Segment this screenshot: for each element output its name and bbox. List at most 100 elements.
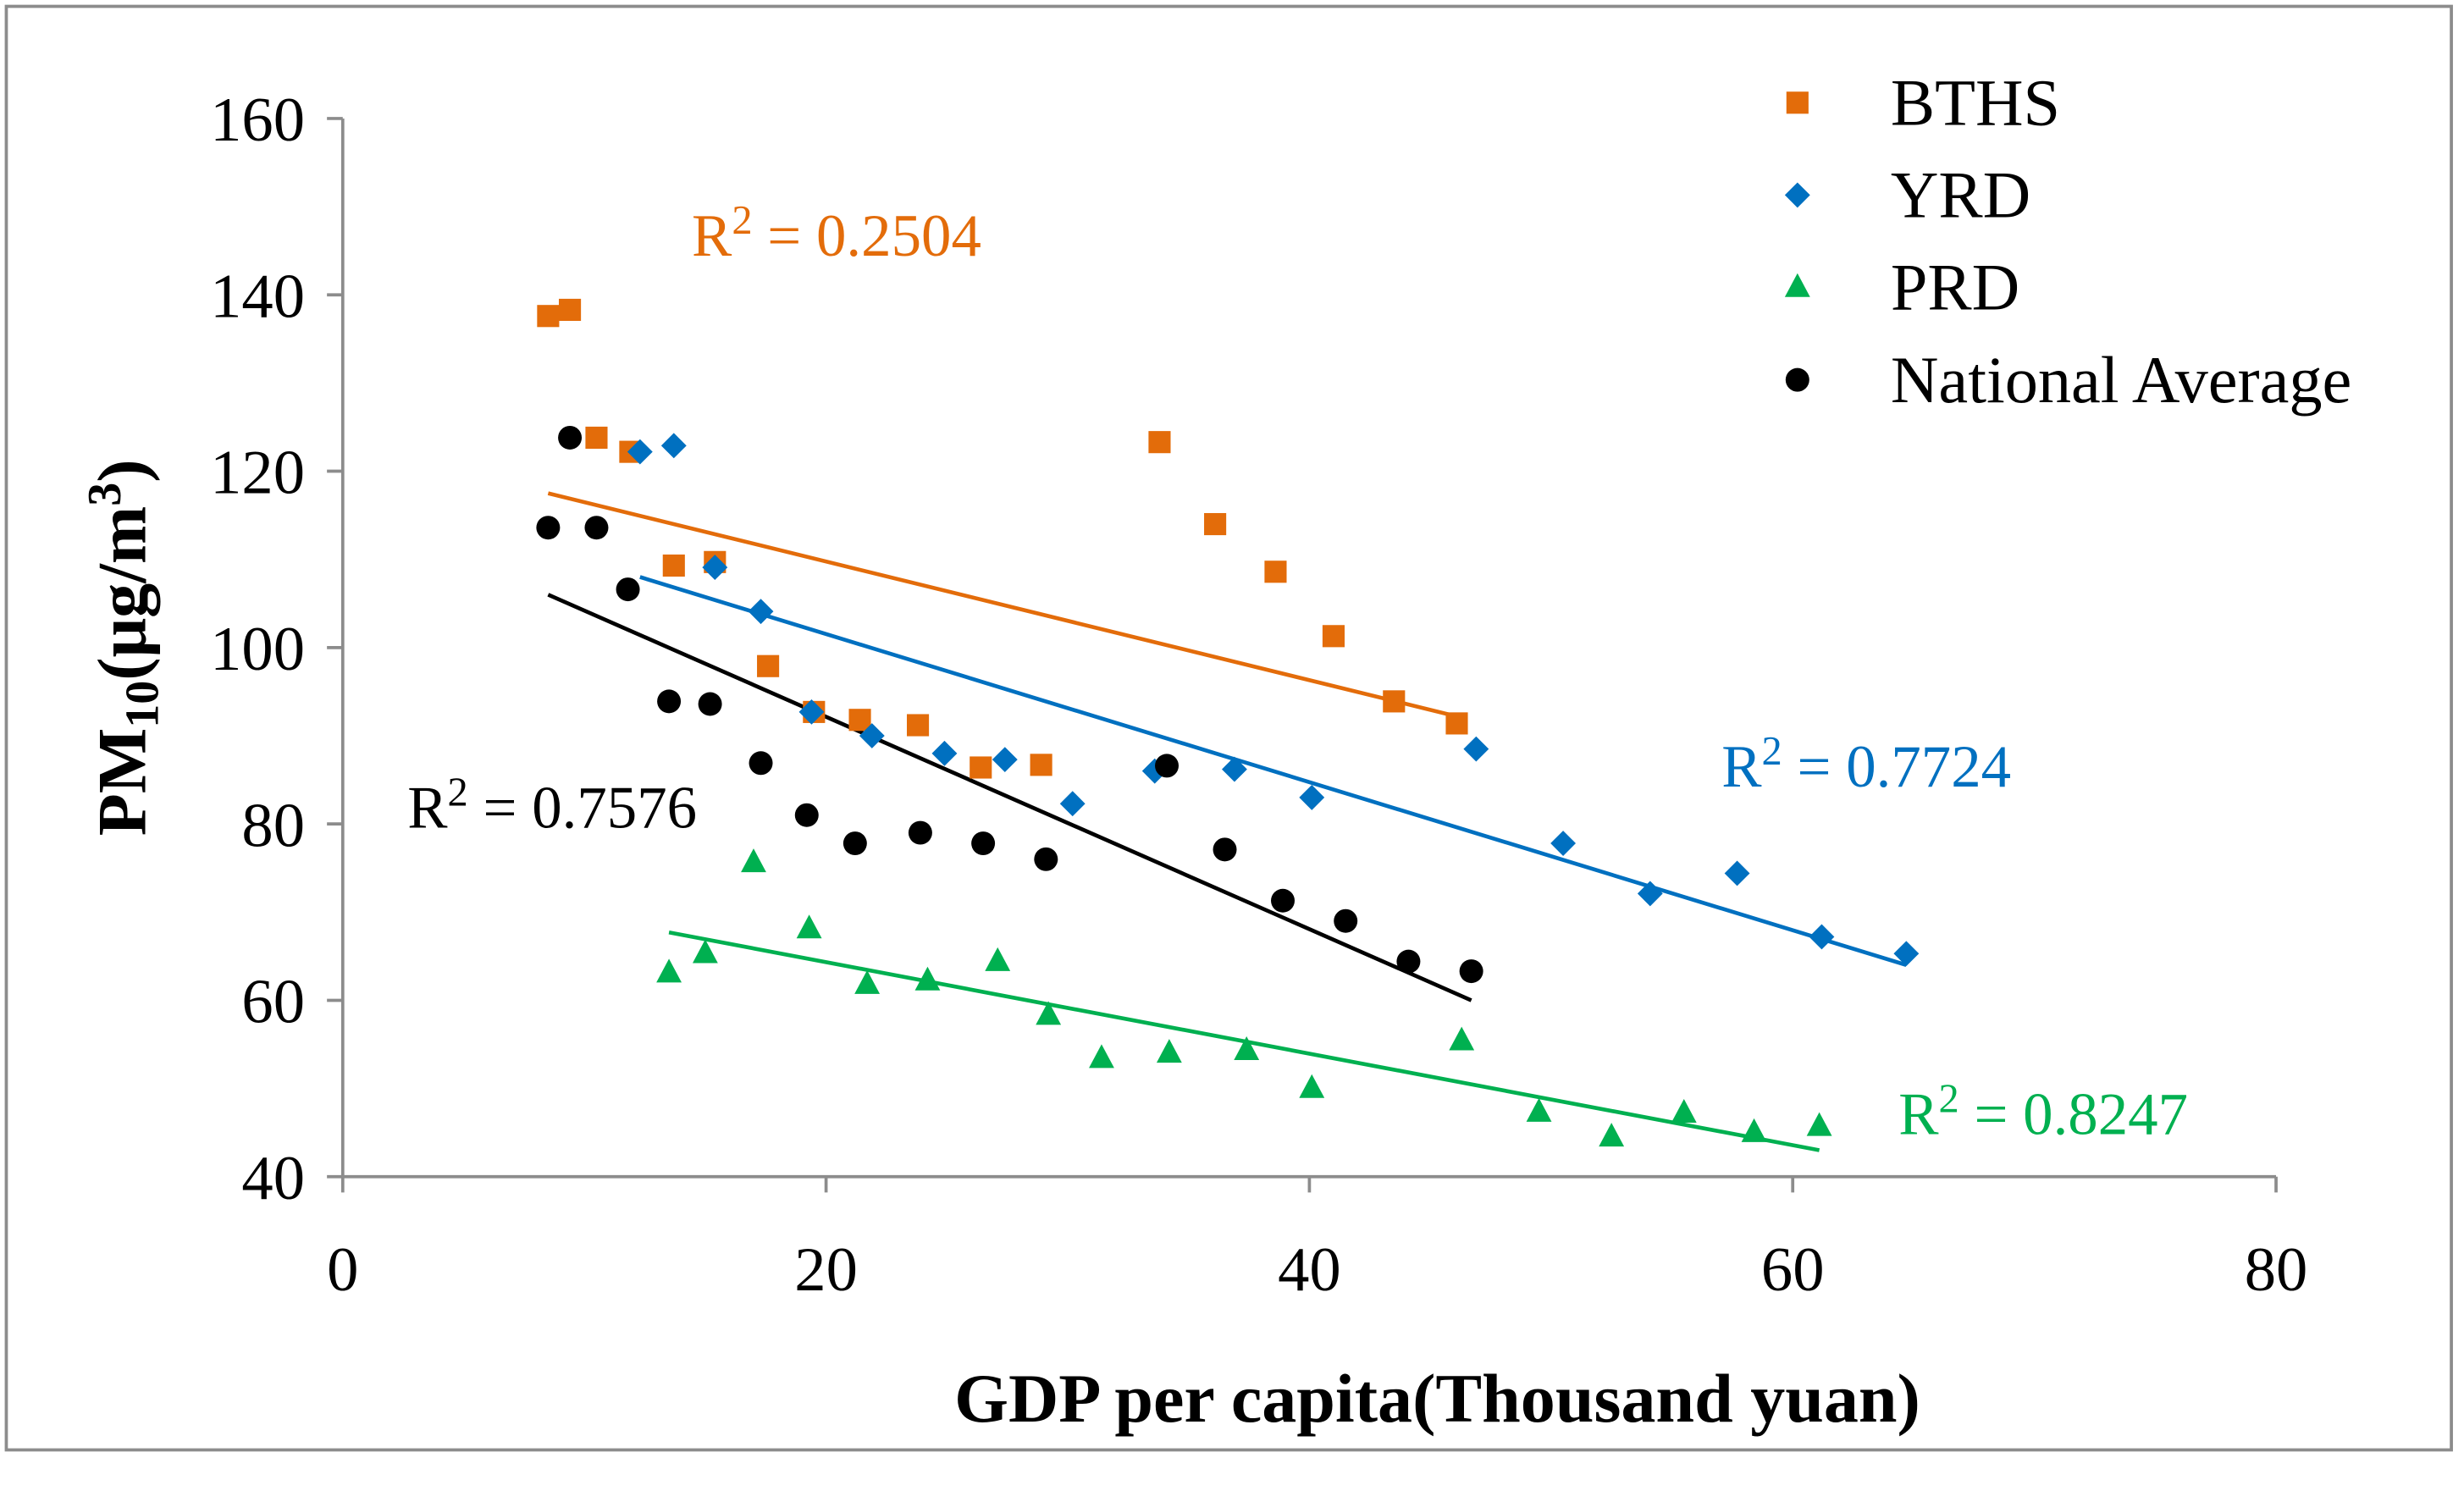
r2-annotations: R2 = 0.2504 R2 = 0.7724 R2 = 0.8247 R2 = 0.… [407, 198, 2188, 1147]
point-yrd [1724, 860, 1750, 886]
point-national-average [558, 425, 583, 450]
trendline-bths [547, 491, 1458, 719]
point-bths [1204, 512, 1227, 536]
point-bths [1148, 431, 1171, 454]
legend: BTHS YRD PRD National Average [1784, 65, 2351, 417]
point-national-average [657, 689, 682, 714]
x-tick-label: 0 [327, 1235, 358, 1305]
point-yrd [1222, 756, 1247, 782]
point-national-average [1396, 949, 1421, 974]
trendline-yrd [639, 575, 1908, 968]
x-tick-label: 80 [2245, 1235, 2308, 1305]
axes: 40 60 80 100 120 140 160 0 20 40 60 80 [210, 86, 2307, 1305]
point-national-average [908, 820, 932, 845]
point-national-average [698, 692, 722, 716]
point-bths [848, 709, 871, 732]
point-prd [692, 939, 718, 964]
point-yrd [1809, 924, 1835, 950]
y-tick-label: 120 [210, 439, 305, 508]
point-yrd [1299, 784, 1325, 810]
point-prd [1449, 1026, 1475, 1051]
point-yrd [660, 433, 687, 459]
point-prd [1156, 1039, 1182, 1063]
data-points [536, 298, 1920, 1147]
point-national-average [1271, 888, 1295, 913]
point-yrd [1463, 736, 1489, 762]
point-yrd [992, 747, 1018, 773]
legend-label-prd: PRD [1891, 251, 2019, 324]
x-tick-label: 60 [1761, 1235, 1825, 1305]
point-prd [1806, 1112, 1832, 1136]
legend-marker-national-average [1785, 367, 1809, 392]
point-bths [970, 756, 992, 779]
point-national-average [794, 803, 819, 827]
r2-label-bths: R2 = 0.2504 [692, 198, 981, 269]
point-bths [559, 298, 582, 322]
r2-label-yrd: R2 = 0.7724 [1721, 729, 2011, 800]
y-axis-label: PM10(μg/m3) [79, 459, 169, 836]
legend-marker-bths [1786, 91, 1809, 114]
point-national-average [616, 577, 640, 602]
legend-marker-prd [1784, 273, 1810, 297]
x-axis-label: GDP per capita(Thousand yuan) [954, 1360, 1920, 1437]
point-national-average [1155, 754, 1180, 778]
point-national-average [1034, 847, 1058, 871]
r2-label-national-average: R2 = 0.7576 [407, 770, 697, 841]
point-prd [1234, 1036, 1260, 1061]
legend-label-national-average: National Average [1891, 343, 2351, 417]
point-yrd [702, 555, 728, 580]
point-prd [741, 848, 766, 873]
chart-frame [4, 4, 2453, 1452]
y-tick-label: 140 [210, 262, 305, 331]
point-yrd [1550, 831, 1577, 856]
point-bths [1264, 561, 1287, 583]
point-national-average [1213, 837, 1237, 862]
point-national-average [971, 831, 996, 856]
point-prd [1741, 1118, 1767, 1142]
point-bths [537, 305, 560, 328]
point-national-average [584, 516, 609, 540]
x-tick-label: 20 [794, 1235, 858, 1305]
point-prd [1526, 1097, 1552, 1122]
point-yrd [627, 439, 653, 465]
point-bths [1383, 690, 1406, 713]
point-prd [985, 947, 1011, 971]
point-prd [1599, 1123, 1625, 1147]
point-bths [1445, 712, 1468, 735]
point-national-average [749, 751, 773, 776]
point-bths [662, 554, 685, 577]
point-prd [1299, 1074, 1325, 1098]
point-prd [796, 914, 822, 939]
point-bths [585, 426, 608, 450]
point-prd [854, 969, 881, 994]
point-prd [914, 966, 941, 991]
point-national-average [536, 516, 561, 540]
y-tick-label: 60 [241, 968, 305, 1037]
point-bths [906, 714, 930, 737]
point-yrd [798, 699, 825, 725]
x-tick-label: 40 [1278, 1235, 1341, 1305]
y-tick-label: 80 [241, 791, 305, 860]
point-yrd [931, 740, 958, 766]
point-yrd [859, 723, 885, 748]
legend-label-bths: BTHS [1891, 65, 2060, 139]
point-bths [1030, 754, 1052, 776]
point-national-average [1334, 908, 1358, 933]
point-prd [656, 958, 682, 983]
trendline-national-average [547, 593, 1472, 1002]
point-yrd [1059, 791, 1086, 817]
point-yrd [748, 599, 774, 625]
legend-marker-yrd [1784, 182, 1810, 208]
point-bths [1322, 625, 1345, 648]
r2-label-prd: R2 = 0.8247 [1898, 1076, 2188, 1147]
y-tick-label: 100 [210, 615, 305, 684]
point-national-average [1459, 959, 1483, 984]
point-prd [1036, 1001, 1062, 1025]
point-yrd [1637, 881, 1663, 907]
y-tick-label: 160 [210, 86, 305, 155]
point-bths [757, 654, 780, 677]
legend-label-yrd: YRD [1891, 158, 2030, 232]
y-tick-label: 40 [241, 1144, 305, 1213]
point-national-average [843, 831, 867, 856]
